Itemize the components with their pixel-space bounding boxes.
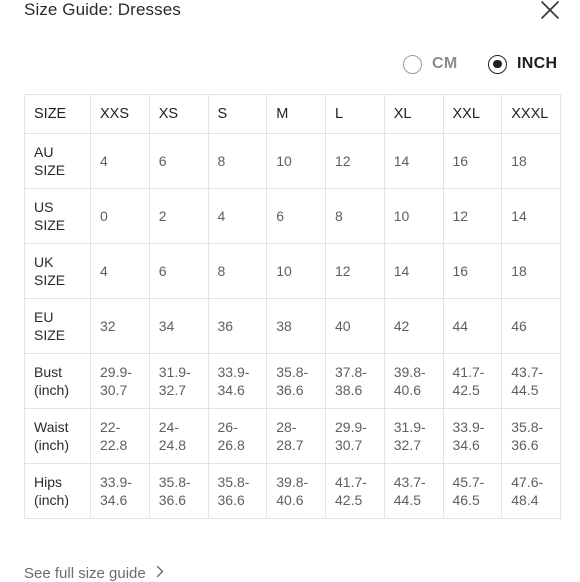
table-row-label: Bust (inch)	[24, 353, 91, 409]
table-cell: 22- 22.8	[90, 408, 150, 464]
table-row-label: US SIZE	[24, 188, 91, 244]
table-cell: 39.8- 40.6	[383, 353, 444, 409]
see-full-size-guide-label: See full size guide	[24, 565, 146, 582]
modal-header: Size Guide: Dresses	[24, 0, 564, 24]
table-cell: 6	[266, 188, 326, 244]
table-cell: 41.7- 42.5	[325, 463, 385, 519]
table-header-cell: XL	[383, 94, 444, 134]
table-cell: 35.8- 36.6	[266, 353, 326, 409]
table-cell: 35.8- 36.6	[207, 463, 268, 519]
radio-cm[interactable]	[403, 54, 422, 74]
table-row: Waist (inch) 22- 22.8 24- 24.8 26- 26.8 28- 28.7 2…	[24, 408, 561, 464]
table-cell: 39.8- 40.6	[266, 463, 326, 519]
table-row-label: AU SIZE	[24, 133, 91, 189]
table-row-label: EU SIZE	[24, 298, 91, 354]
table-cell: 38	[266, 298, 326, 354]
table-cell: 28- 28.7	[266, 408, 326, 464]
table-cell: 0	[90, 188, 150, 244]
unit-label-inch: INCH	[517, 55, 558, 72]
table-cell: 10	[266, 243, 326, 299]
radio-inch[interactable]	[488, 54, 507, 74]
table-cell: 10	[383, 188, 444, 244]
table-cell: 44	[442, 298, 503, 354]
table-cell: 6	[148, 133, 209, 189]
table-cell: 42	[383, 298, 444, 354]
table-cell: 29.9- 30.7	[325, 408, 385, 464]
table-cell: 12	[325, 133, 385, 189]
table-cell: 35.8- 36.6	[501, 408, 561, 464]
table-cell: 33.9- 34.6	[442, 408, 503, 464]
table-cell: 8	[207, 243, 268, 299]
table-cell: 16	[442, 243, 503, 299]
table-cell: 10	[266, 133, 326, 189]
table-cell: 37.8- 38.6	[325, 353, 385, 409]
table-row: Bust (inch) 29.9- 30.7 31.9- 32.7 33.9- 34.6 35.…	[24, 353, 561, 409]
table-cell: 14	[383, 133, 444, 189]
table-header-cell: XXXL	[501, 94, 561, 134]
table-cell: 8	[207, 133, 268, 189]
table-row: Hips (inch) 33.9- 34.6 35.8- 36.6 35.8- 36.6 39.…	[24, 463, 561, 519]
unit-option-cm[interactable]: CM	[403, 52, 457, 76]
table-cell: 2	[148, 188, 209, 244]
table-cell: 41.7- 42.5	[442, 353, 503, 409]
close-icon	[541, 1, 559, 19]
close-button[interactable]	[540, 0, 560, 20]
table-cell: 18	[501, 243, 561, 299]
table-cell: 45.7- 46.5	[442, 463, 503, 519]
table-cell: 34	[148, 298, 209, 354]
table-cell: 4	[90, 133, 150, 189]
table-cell: 36	[207, 298, 268, 354]
table-header-size: SIZE	[24, 94, 91, 134]
table-cell: 31.9- 32.7	[383, 408, 444, 464]
table-header-cell: S	[207, 94, 268, 134]
table-row: EU SIZE 32 34 36 38 40 42 44 46	[24, 298, 561, 354]
table-cell: 46	[501, 298, 561, 354]
table-row-label: UK SIZE	[24, 243, 91, 299]
table-cell: 43.7- 44.5	[501, 353, 561, 409]
table-header-cell: L	[325, 94, 385, 134]
table-cell: 8	[325, 188, 385, 244]
table-header-cell: M	[266, 94, 326, 134]
table-cell: 4	[207, 188, 268, 244]
table-row: US SIZE 0 2 4 6 8 10 12 14	[24, 188, 561, 244]
table-cell: 24- 24.8	[148, 408, 209, 464]
table-cell: 12	[325, 243, 385, 299]
table-cell: 18	[501, 133, 561, 189]
table-cell: 14	[501, 188, 561, 244]
see-full-size-guide-link[interactable]: See full size guide	[24, 565, 164, 582]
table-row: UK SIZE 4 6 8 10 12 14 16 18	[24, 243, 561, 299]
table-cell: 4	[90, 243, 150, 299]
table-cell: 31.9- 32.7	[148, 353, 209, 409]
table-row-label: Waist (inch)	[24, 408, 91, 464]
unit-toggle: CM INCH	[400, 52, 570, 76]
unit-label-cm: CM	[432, 55, 458, 72]
size-table: SIZE XXS XS S M L XL XXL XXXL AU SIZE 4 6 8 10 12 14 16 18…	[24, 94, 561, 519]
table-cell: 32	[90, 298, 150, 354]
table-header-cell: XS	[148, 94, 209, 134]
table-cell: 26- 26.8	[207, 408, 268, 464]
table-row-label: Hips (inch)	[24, 463, 91, 519]
chevron-right-icon	[156, 565, 164, 582]
unit-option-inch[interactable]: INCH	[488, 52, 557, 76]
table-cell: 43.7- 44.5	[383, 463, 444, 519]
table-cell: 6	[148, 243, 209, 299]
table-cell: 12	[442, 188, 503, 244]
table-cell: 35.8- 36.6	[148, 463, 209, 519]
table-cell: 14	[383, 243, 444, 299]
table-cell: 40	[325, 298, 385, 354]
table-cell: 29.9- 30.7	[90, 353, 150, 409]
table-cell: 33.9- 34.6	[90, 463, 150, 519]
table-cell: 33.9- 34.6	[207, 353, 268, 409]
table-header-cell: XXL	[442, 94, 503, 134]
table-row: AU SIZE 4 6 8 10 12 14 16 18	[24, 133, 561, 189]
page-title: Size Guide: Dresses	[24, 0, 181, 19]
table-header-row: SIZE XXS XS S M L XL XXL XXXL	[24, 94, 561, 134]
table-cell: 47.6- 48.4	[501, 463, 561, 519]
table-cell: 16	[442, 133, 503, 189]
table-header-cell: XXS	[90, 94, 150, 134]
